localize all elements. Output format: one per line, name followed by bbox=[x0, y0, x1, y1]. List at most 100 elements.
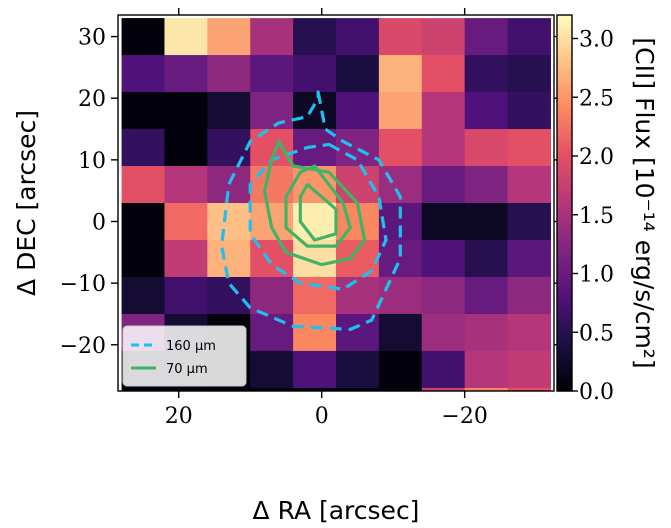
heatmap-cell bbox=[378, 387, 423, 391]
colorbar-segment bbox=[557, 256, 572, 260]
heatmap-cell bbox=[507, 129, 552, 167]
colorbar-segment bbox=[557, 90, 572, 94]
y-tick-label: −20 bbox=[60, 334, 106, 359]
colorbar-frame bbox=[556, 14, 573, 392]
colorbar-tick-label: 2.0 bbox=[579, 145, 614, 170]
colorbar-segment bbox=[557, 215, 572, 220]
colorbar-segment bbox=[557, 77, 572, 82]
heatmap-cell bbox=[207, 203, 251, 241]
x-axis: 20 0 −20 bbox=[165, 8, 488, 429]
heatmap-cell bbox=[378, 276, 423, 315]
heatmap-cell bbox=[164, 166, 208, 204]
colorbar-segment bbox=[557, 143, 572, 148]
colorbar-segment bbox=[557, 231, 572, 235]
heatmap-cell bbox=[336, 129, 380, 167]
colorbar-segment bbox=[557, 115, 572, 119]
heatmap-cell bbox=[121, 55, 166, 93]
heatmap-cell bbox=[507, 387, 552, 391]
colorbar-segment bbox=[557, 171, 572, 176]
colorbar-segment bbox=[557, 347, 572, 351]
colorbar-segment bbox=[557, 337, 572, 342]
heatmap-cell bbox=[464, 129, 509, 167]
heatmap-cell bbox=[121, 276, 166, 315]
heatmap-cell bbox=[421, 55, 466, 93]
x-tick-label: 20 bbox=[165, 404, 193, 429]
y-tick-label: 10 bbox=[78, 149, 106, 174]
colorbar-segment bbox=[557, 93, 572, 98]
colorbar-segment bbox=[557, 315, 572, 320]
colorbar-segment bbox=[557, 174, 572, 179]
heatmap-cell bbox=[207, 55, 251, 93]
colorbar-segment bbox=[557, 206, 572, 210]
y-tick-label: 30 bbox=[78, 26, 106, 51]
heatmap-cell bbox=[121, 92, 166, 130]
heatmap-cell bbox=[378, 18, 423, 56]
heatmap-cell bbox=[421, 129, 466, 167]
colorbar-segment bbox=[557, 165, 572, 170]
colorbar-segment bbox=[557, 293, 572, 298]
colorbar-segment bbox=[557, 322, 572, 326]
heatmap-cell bbox=[336, 18, 380, 56]
heatmap-cells bbox=[121, 18, 552, 391]
heatmap-cell bbox=[207, 239, 251, 278]
contour-line bbox=[298, 182, 338, 242]
heatmap-cell bbox=[464, 203, 509, 241]
colorbar-segment bbox=[557, 18, 572, 22]
colorbar-segment bbox=[557, 146, 572, 151]
colorbar-segment bbox=[557, 328, 572, 333]
colorbar-segment bbox=[557, 359, 572, 364]
x-tick-label: 0 bbox=[315, 404, 329, 429]
colorbar-segment bbox=[557, 203, 572, 207]
colorbar-segment bbox=[557, 190, 572, 195]
heatmap-cell bbox=[421, 276, 466, 315]
heatmap-cell bbox=[250, 276, 294, 315]
colorbar-segment bbox=[557, 212, 572, 217]
colorbar-segment bbox=[557, 287, 572, 292]
legend-box bbox=[122, 325, 247, 387]
colorbar-segment bbox=[557, 334, 572, 339]
colorbar-segment bbox=[557, 356, 572, 361]
heatmap-cell bbox=[464, 350, 509, 389]
colorbar-segment bbox=[557, 121, 572, 126]
colorbar-segment bbox=[557, 284, 572, 289]
colorbar-segment bbox=[557, 199, 572, 204]
colorbar-segment bbox=[557, 65, 572, 69]
colorbar-segment bbox=[557, 300, 572, 304]
colorbar-segment bbox=[557, 268, 572, 273]
heatmap-cell bbox=[378, 129, 423, 167]
colorbar-segment bbox=[557, 318, 572, 323]
colorbar-segment bbox=[557, 83, 572, 88]
heatmap-cell bbox=[421, 92, 466, 130]
colorbar-segment bbox=[557, 353, 572, 358]
heatmap-cell bbox=[421, 18, 466, 56]
heatmap-cell bbox=[336, 387, 380, 391]
colorbar-segment bbox=[557, 224, 572, 229]
heatmap-cell bbox=[207, 387, 251, 391]
colorbar-segment bbox=[557, 262, 572, 267]
heatmap-cell bbox=[250, 313, 294, 352]
heatmap-cell bbox=[293, 92, 337, 130]
colorbar-segment bbox=[557, 387, 572, 392]
contour-layer bbox=[220, 90, 402, 331]
heatmap-cell bbox=[421, 387, 466, 391]
heatmap-cell bbox=[121, 166, 166, 204]
heatmap-cell bbox=[121, 18, 166, 56]
colorbar-tick-label: 1.0 bbox=[579, 263, 614, 288]
heatmap-cell bbox=[293, 313, 337, 352]
heatmap-cell bbox=[336, 276, 380, 315]
colorbar-segment bbox=[557, 278, 572, 282]
heatmap-cell bbox=[293, 55, 337, 93]
colorbar-segment bbox=[557, 325, 572, 329]
colorbar-segment bbox=[557, 149, 572, 154]
colorbar-segment bbox=[557, 162, 572, 166]
colorbar-segment bbox=[557, 30, 572, 35]
heatmap-cell bbox=[164, 18, 208, 56]
heatmap-cell bbox=[464, 313, 509, 352]
heatmap-cell bbox=[464, 18, 509, 56]
heatmap-cell bbox=[378, 350, 423, 389]
colorbar-segment bbox=[557, 340, 572, 345]
colorbar-segment bbox=[557, 246, 572, 251]
colorbar-segment bbox=[557, 24, 572, 29]
colorbar-segment bbox=[557, 168, 572, 173]
heatmap-cell bbox=[507, 276, 552, 315]
